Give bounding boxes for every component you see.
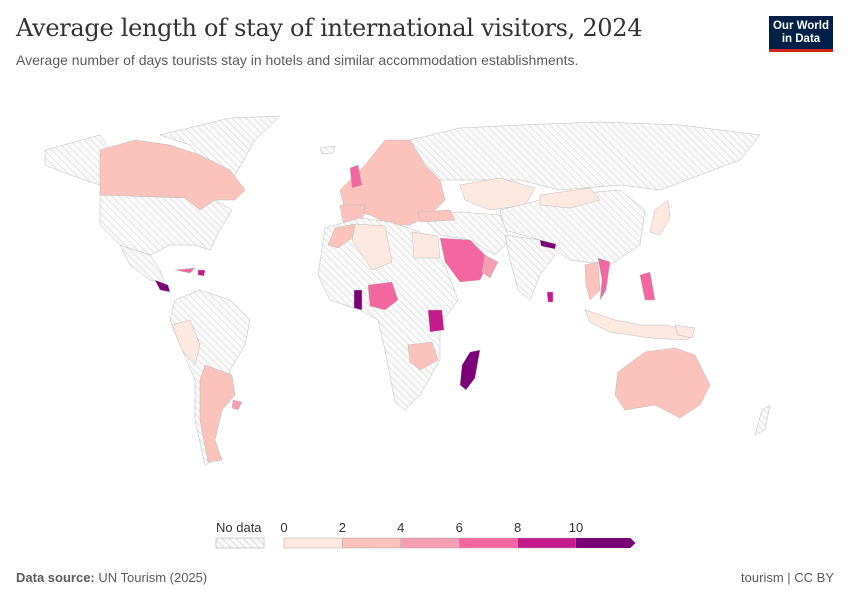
region-middle-east (419, 211, 511, 256)
country-japan (649, 199, 671, 236)
footer-license[interactable]: tourism | CC BY (741, 570, 834, 585)
country-peru (171, 319, 201, 366)
data-source: Data source: UN Tourism (2025) (16, 570, 207, 585)
data-source-link[interactable]: UN Tourism (2025) (98, 570, 208, 585)
country-vietnam (597, 257, 611, 301)
region-greenland (159, 115, 281, 176)
country-central-america (154, 279, 171, 293)
country-madagascar (459, 349, 481, 391)
country-uk (349, 164, 363, 189)
country-uruguay (231, 399, 243, 411)
country-oman (481, 254, 499, 279)
legend-tick-label: 4 (397, 520, 404, 535)
country-thailand (584, 261, 601, 301)
legend-bin[interactable] (458, 537, 518, 549)
chart-title: Average length of stay of international … (16, 14, 643, 42)
legend-tick-label: 0 (280, 520, 287, 535)
country-ghana (353, 289, 363, 311)
legend-tick-label: 2 (339, 520, 346, 535)
country-nepal (539, 239, 557, 250)
country-usa (99, 194, 233, 256)
legend-bin[interactable] (517, 537, 577, 549)
country-algeria (351, 223, 393, 271)
country-saudi-arabia (439, 237, 491, 283)
logo-text: Our World in Data (772, 20, 829, 45)
country-iceland (319, 145, 336, 155)
country-sri-lanka (546, 291, 554, 303)
owid-logo[interactable]: Our World in Data (769, 16, 833, 52)
country-australia (614, 347, 711, 419)
country-tanzania (427, 309, 445, 333)
legend-tick-label: 8 (514, 520, 521, 535)
country-nigeria (367, 281, 399, 311)
region-europe (339, 139, 446, 226)
legend-bin[interactable] (400, 537, 460, 549)
legend-bin[interactable] (576, 538, 636, 548)
country-cuba (174, 267, 196, 274)
country-new-zealand (754, 404, 771, 436)
legend-no-data-label: No data (216, 520, 262, 535)
legend-tick-label: 10 (569, 520, 583, 535)
country-turkey (417, 209, 456, 223)
legend-no-data-swatch (215, 537, 265, 549)
country-russia (409, 121, 761, 191)
legend-bin[interactable] (342, 537, 402, 549)
country-argentina (199, 364, 236, 463)
country-philippines (639, 271, 656, 301)
color-legend: No data 0 2 4 6 8 10 (215, 520, 636, 549)
chart-subtitle: Average number of days tourists stay in … (16, 52, 579, 68)
legend-bin[interactable] (283, 537, 343, 549)
country-mongolia (539, 187, 601, 209)
country-papua-new-guinea (674, 324, 696, 339)
country-morocco (327, 223, 356, 249)
country-dominican-rep (197, 269, 206, 277)
legend-tick-label: 6 (456, 520, 463, 535)
world-map (44, 115, 771, 466)
data-source-label: Data source: (16, 570, 95, 585)
country-zambia (407, 341, 439, 371)
country-egypt (411, 231, 441, 259)
country-indonesia (584, 309, 691, 341)
